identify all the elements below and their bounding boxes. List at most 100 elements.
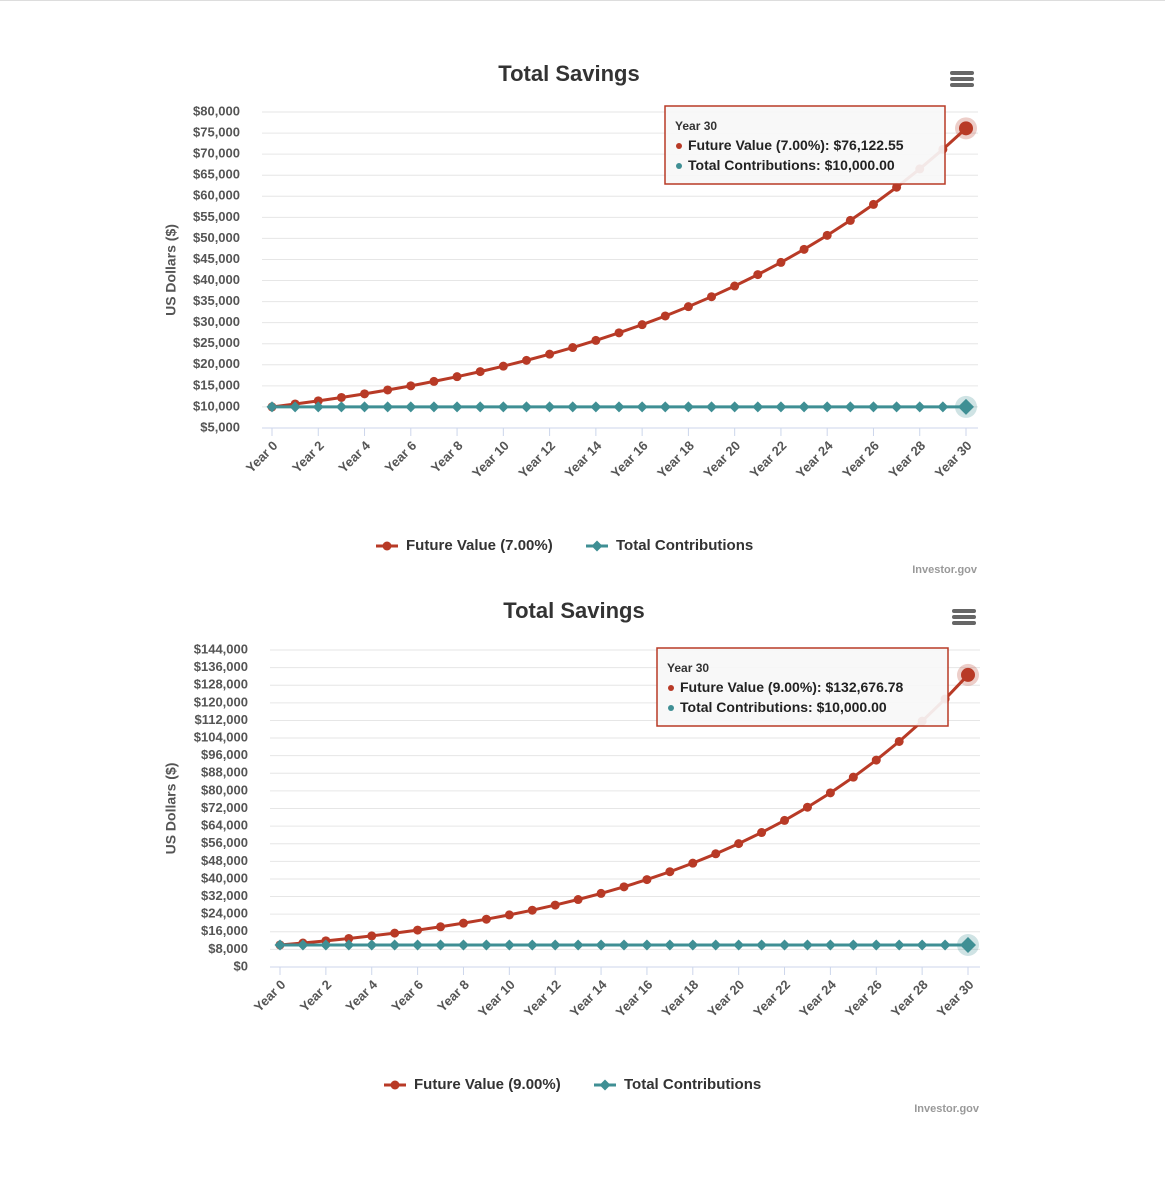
data-point xyxy=(753,270,763,280)
data-point xyxy=(297,939,309,951)
data-point xyxy=(894,736,904,746)
y-tick-label: $48,000 xyxy=(201,853,248,868)
data-point xyxy=(870,939,882,951)
data-point xyxy=(892,182,902,192)
data-point xyxy=(734,839,744,849)
y-tick-label: $112,000 xyxy=(194,712,248,727)
tooltip-name: Future Value (7.00%): xyxy=(688,137,830,153)
y-tick-label: $104,000 xyxy=(194,729,248,744)
data-point xyxy=(591,335,601,345)
data-point xyxy=(844,401,856,413)
data-point xyxy=(406,381,416,391)
data-point xyxy=(435,939,447,951)
legend-label[interactable]: Future Value (9.00%) xyxy=(414,1076,561,1093)
data-point xyxy=(729,401,741,413)
data-point xyxy=(480,939,492,951)
y-tick-label: $128,000 xyxy=(194,677,248,692)
tooltip: Year 30 Future Value (7.00%): $76,122.55 T… xyxy=(664,105,946,185)
data-point xyxy=(335,401,347,413)
data-point xyxy=(752,401,764,413)
data-point xyxy=(636,401,648,413)
data-point xyxy=(521,355,531,365)
legend-label[interactable]: Future Value (7.00%) xyxy=(406,537,553,554)
data-point xyxy=(481,914,491,924)
legend-marker xyxy=(382,541,392,551)
y-tick-label: $80,000 xyxy=(193,103,240,118)
menu-button[interactable] xyxy=(950,71,974,87)
data-point xyxy=(824,939,836,951)
data-point xyxy=(451,401,463,413)
legend-label[interactable]: Total Contributions xyxy=(616,537,753,554)
data-point xyxy=(436,922,446,932)
data-point xyxy=(545,349,555,359)
legend-label[interactable]: Total Contributions xyxy=(624,1076,761,1093)
data-point xyxy=(343,939,355,951)
tooltip-line: Future Value (7.00%): $76,122.55 xyxy=(688,137,904,153)
data-point xyxy=(475,367,485,377)
data-point xyxy=(757,828,767,838)
data-point xyxy=(659,401,671,413)
data-point xyxy=(682,401,694,413)
data-point xyxy=(498,361,508,371)
legend-marker xyxy=(591,540,603,552)
tooltip-name: Future Value (9.00%): xyxy=(680,679,822,695)
tooltip-value: $132,676.78 xyxy=(825,679,903,695)
data-point xyxy=(707,292,717,302)
tooltip-bullet xyxy=(676,163,682,169)
y-tick-label: $144,000 xyxy=(194,641,248,656)
data-point xyxy=(389,939,401,951)
data-point xyxy=(660,311,670,321)
data-point xyxy=(802,802,812,812)
data-point xyxy=(567,401,579,413)
data-point xyxy=(336,392,346,402)
data-point xyxy=(642,875,652,885)
y-tick-label: $32,000 xyxy=(201,888,248,903)
y-axis-title: US Dollars ($) xyxy=(163,763,179,855)
data-point xyxy=(526,939,538,951)
data-point xyxy=(320,939,332,951)
y-tick-label: $50,000 xyxy=(193,230,240,245)
menu-button[interactable] xyxy=(952,609,976,625)
data-point xyxy=(596,888,606,898)
data-point xyxy=(821,401,833,413)
y-tick-label: $96,000 xyxy=(201,747,248,762)
tooltip-line: Future Value (9.00%): $132,676.78 xyxy=(680,679,904,695)
data-point xyxy=(916,939,928,951)
data-point xyxy=(825,788,835,798)
data-point xyxy=(706,401,718,413)
y-tick-label: $45,000 xyxy=(193,251,240,266)
data-point xyxy=(428,401,440,413)
y-tick-label: $65,000 xyxy=(193,167,240,182)
data-point xyxy=(756,939,768,951)
y-tick-label: $56,000 xyxy=(201,835,248,850)
data-point xyxy=(452,372,462,382)
chart-title: Total Savings xyxy=(503,598,644,623)
tooltip-value: $10,000.00 xyxy=(817,699,887,715)
data-point xyxy=(664,939,676,951)
data-point xyxy=(958,398,974,415)
data-point xyxy=(568,343,578,353)
data-point xyxy=(590,401,602,413)
data-point xyxy=(939,939,951,951)
data-point xyxy=(893,939,905,951)
data-point xyxy=(848,772,858,782)
menu-bar xyxy=(952,615,976,619)
data-point xyxy=(572,939,584,951)
tooltip-value: $10,000.00 xyxy=(825,157,895,173)
y-tick-label: $70,000 xyxy=(193,146,240,161)
data-point xyxy=(641,939,653,951)
data-point xyxy=(344,933,354,943)
data-point xyxy=(613,401,625,413)
y-tick-label: $80,000 xyxy=(201,782,248,797)
menu-bar xyxy=(952,621,976,625)
tooltip-bullet xyxy=(668,685,674,691)
data-point xyxy=(383,385,393,395)
tooltip-value: $76,122.55 xyxy=(833,137,903,153)
data-point xyxy=(289,401,301,413)
data-point xyxy=(891,401,903,413)
data-point xyxy=(688,858,698,868)
data-point xyxy=(457,939,469,951)
tooltip-title: Year 30 xyxy=(667,661,709,675)
